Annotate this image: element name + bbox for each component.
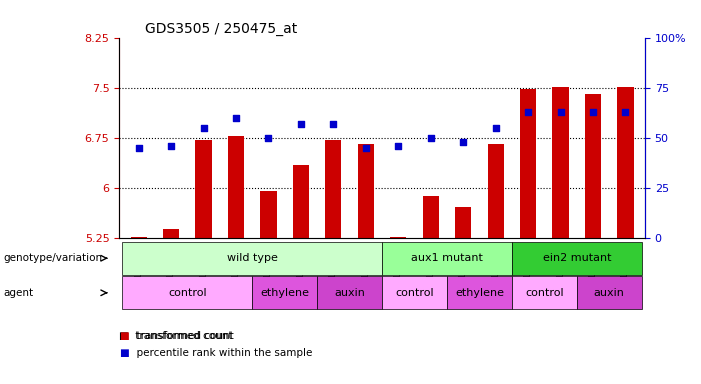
Bar: [260, 191, 277, 238]
Bar: [455, 207, 471, 238]
Bar: [196, 140, 212, 238]
Bar: [520, 89, 536, 238]
Bar: [618, 87, 634, 238]
Point: [165, 143, 177, 149]
Point: [555, 109, 566, 115]
Text: ■: ■: [119, 348, 129, 358]
Point: [198, 125, 209, 131]
Text: control: control: [395, 288, 434, 298]
Text: transformed count: transformed count: [130, 331, 233, 341]
Text: percentile rank within the sample: percentile rank within the sample: [130, 348, 312, 358]
Point: [263, 135, 274, 141]
Bar: [487, 144, 504, 238]
Bar: [585, 94, 601, 238]
Text: ethylene: ethylene: [260, 288, 309, 298]
Text: control: control: [168, 288, 207, 298]
Text: ein2 mutant: ein2 mutant: [543, 253, 611, 263]
Point: [620, 109, 631, 115]
Text: wild type: wild type: [227, 253, 278, 263]
Point: [522, 109, 533, 115]
Point: [490, 125, 501, 131]
Point: [360, 145, 372, 151]
Point: [328, 121, 339, 127]
Point: [231, 115, 242, 121]
Text: control: control: [525, 288, 564, 298]
Text: agent: agent: [4, 288, 34, 298]
Text: ethylene: ethylene: [455, 288, 504, 298]
Point: [393, 143, 404, 149]
Bar: [552, 87, 569, 238]
Bar: [358, 144, 374, 238]
Text: GDS3505 / 250475_at: GDS3505 / 250475_at: [146, 22, 298, 36]
Point: [458, 139, 469, 145]
Text: aux1 mutant: aux1 mutant: [411, 253, 483, 263]
Text: ■  transformed count: ■ transformed count: [119, 331, 233, 341]
Point: [295, 121, 306, 127]
Bar: [163, 229, 179, 238]
Bar: [325, 140, 341, 238]
Text: genotype/variation: genotype/variation: [4, 253, 102, 263]
Point: [133, 145, 144, 151]
Text: auxin: auxin: [594, 288, 625, 298]
Text: ■: ■: [119, 331, 129, 341]
Bar: [293, 165, 309, 238]
Bar: [390, 237, 407, 238]
Bar: [130, 237, 147, 238]
Point: [587, 109, 599, 115]
Text: auxin: auxin: [334, 288, 365, 298]
Point: [425, 135, 436, 141]
Bar: [228, 136, 244, 238]
Bar: [423, 196, 439, 238]
